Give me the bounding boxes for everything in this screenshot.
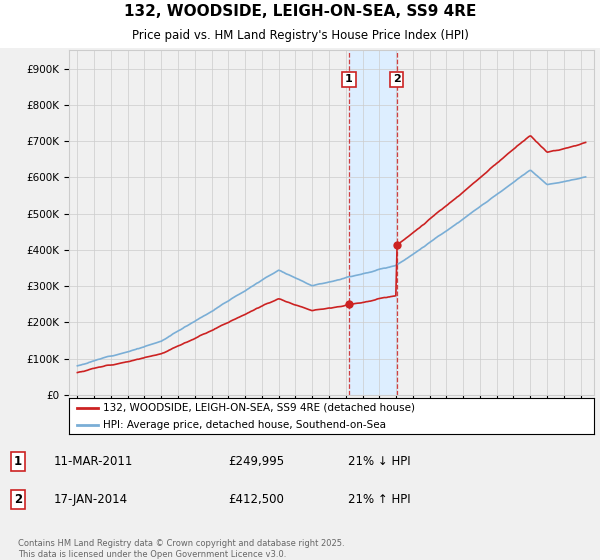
Text: Contains HM Land Registry data © Crown copyright and database right 2025.
This d: Contains HM Land Registry data © Crown c…: [18, 539, 344, 559]
Text: 21% ↑ HPI: 21% ↑ HPI: [348, 493, 410, 506]
Text: £412,500: £412,500: [228, 493, 284, 506]
Text: Price paid vs. HM Land Registry's House Price Index (HPI): Price paid vs. HM Land Registry's House …: [131, 29, 469, 42]
Text: 21% ↓ HPI: 21% ↓ HPI: [348, 455, 410, 468]
Text: 1: 1: [14, 455, 22, 468]
Text: £249,995: £249,995: [228, 455, 284, 468]
Text: 2: 2: [393, 74, 401, 85]
Text: 1: 1: [345, 74, 353, 85]
Text: 132, WOODSIDE, LEIGH-ON-SEA, SS9 4RE (detached house): 132, WOODSIDE, LEIGH-ON-SEA, SS9 4RE (de…: [103, 403, 415, 413]
Text: 17-JAN-2014: 17-JAN-2014: [54, 493, 128, 506]
Text: 2: 2: [14, 493, 22, 506]
Text: 11-MAR-2011: 11-MAR-2011: [54, 455, 133, 468]
Text: HPI: Average price, detached house, Southend-on-Sea: HPI: Average price, detached house, Sout…: [103, 420, 386, 430]
Bar: [349, 50, 397, 395]
Text: 132, WOODSIDE, LEIGH-ON-SEA, SS9 4RE: 132, WOODSIDE, LEIGH-ON-SEA, SS9 4RE: [124, 4, 476, 20]
